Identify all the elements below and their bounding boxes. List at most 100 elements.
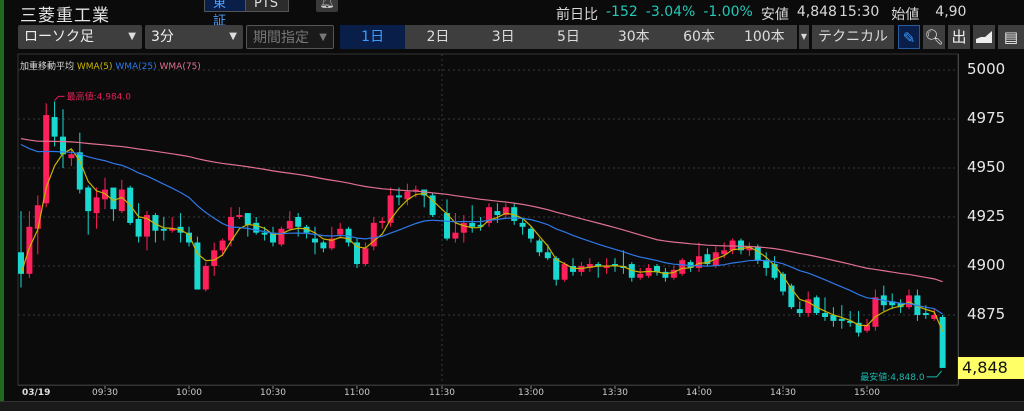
- legend-wma25[interactable]: WMA(25): [115, 62, 157, 72]
- zoom-icon[interactable]: 🔍︎: [923, 25, 945, 49]
- candle-body: [780, 273, 786, 292]
- output-icon[interactable]: 出: [948, 25, 970, 49]
- wma75-line: [20, 138, 943, 283]
- candle-body: [43, 115, 50, 204]
- candle-body: [452, 232, 459, 239]
- candle-body: [738, 240, 744, 251]
- wma25-line: [20, 143, 943, 315]
- candle-body: [922, 313, 929, 315]
- candle-body: [312, 238, 318, 243]
- candle-body: [396, 195, 402, 198]
- candle-body: [796, 309, 803, 314]
- save-icon[interactable]: ▤: [998, 25, 1024, 49]
- candle-body: [654, 266, 660, 272]
- candle-body: [34, 205, 41, 229]
- candle-body: [813, 297, 820, 314]
- range-2d[interactable]: 2日: [426, 29, 450, 45]
- low-value: 4,848: [796, 4, 837, 20]
- technical-button[interactable]: テクニカル: [812, 25, 894, 49]
- candle-body: [169, 228, 176, 231]
- stock-title: 三菱重工業: [20, 6, 110, 26]
- chart-type-select[interactable]: ローソク足 ▼: [18, 25, 142, 49]
- y-tick-label: 4875: [967, 305, 1006, 323]
- candle-body: [370, 222, 377, 247]
- candle-body: [18, 252, 24, 274]
- x-tick-label: 15:00: [854, 388, 880, 398]
- high-marker: [54, 95, 65, 101]
- candle-body: [26, 226, 33, 274]
- candle-body: [696, 256, 702, 268]
- range-60bars[interactable]: 60本: [683, 29, 715, 45]
- period-select[interactable]: 期間指定 ▼: [246, 25, 334, 49]
- candle-body: [429, 195, 436, 216]
- y-tick-label: 4950: [967, 158, 1006, 176]
- candle-body: [253, 222, 260, 233]
- candle-body: [637, 273, 644, 278]
- candle-body: [822, 313, 828, 317]
- candle-body: [721, 250, 728, 255]
- open-value: 4,90: [935, 4, 967, 20]
- candle-body: [889, 301, 896, 306]
- candle-body: [68, 154, 75, 159]
- bell-icon[interactable]: 🔔︎: [316, 0, 338, 12]
- open-label: 始値: [891, 7, 920, 23]
- candle-body: [763, 260, 770, 268]
- range-100bars[interactable]: 100本: [743, 29, 785, 45]
- candle-body: [354, 242, 360, 265]
- candle-body: [286, 220, 293, 229]
- pencil-icon[interactable]: ✎: [898, 25, 920, 49]
- candle-body: [118, 189, 125, 212]
- candle-body: [939, 316, 946, 368]
- candle-body: [864, 324, 870, 331]
- x-tick-label: 10:00: [176, 388, 202, 398]
- candle-body: [838, 318, 845, 321]
- candle-body: [847, 320, 854, 323]
- candle-body: [219, 240, 226, 251]
- candle-body: [771, 264, 778, 278]
- candle-body: [830, 315, 837, 321]
- candle-body: [477, 224, 484, 227]
- candle-body: [337, 228, 344, 235]
- x-tick-label: 11:30: [429, 388, 455, 398]
- candle-body: [202, 266, 209, 290]
- window-edge: [0, 0, 4, 411]
- candle-body: [51, 117, 58, 137]
- date-label: 03/19: [22, 388, 51, 398]
- candle-body: [421, 189, 428, 196]
- area-chart-icon[interactable]: [973, 25, 995, 49]
- range-more-dropdown[interactable]: ▼: [799, 25, 809, 49]
- low-label: 安値: [760, 7, 789, 23]
- legend-wma75[interactable]: WMA(75): [159, 62, 201, 72]
- range-1d[interactable]: 1日: [340, 25, 406, 49]
- price-axis[interactable]: 5000 4975 4950 4925 4900 4875: [958, 54, 1024, 385]
- candle-body: [278, 228, 285, 245]
- range-30bars[interactable]: 30本: [617, 29, 650, 45]
- tab-pts[interactable]: PTS: [245, 0, 289, 12]
- chevron-down-icon: ▼: [128, 31, 136, 42]
- time-axis: 03/19 09:30 10:00 10:30 11:00 11:30 13:00 13:3…: [18, 385, 958, 401]
- change-pct: -3.04%: [645, 4, 696, 20]
- y-tick-label: 4975: [967, 109, 1006, 127]
- candle-body: [102, 189, 108, 200]
- interval-select[interactable]: 3分 ▼: [145, 25, 243, 49]
- quote-summary: 前日比 -152 -3.04% -1.00% 安値 4,848 15:30 始値…: [556, 4, 966, 24]
- range-3d[interactable]: 3日: [491, 29, 515, 45]
- candle-body: [412, 189, 419, 192]
- candle-body: [536, 240, 543, 253]
- low-annotation: 最安値:4,848.0: [860, 371, 925, 383]
- candle-body: [502, 207, 509, 216]
- candle-body: [444, 213, 450, 239]
- candle-body: [788, 285, 795, 308]
- x-tick-label: 13:30: [602, 388, 628, 398]
- candle-body: [662, 271, 669, 278]
- candle-body: [679, 260, 686, 274]
- candle-body: [460, 222, 467, 233]
- candle-body: [404, 191, 411, 200]
- low-marker: [926, 370, 942, 378]
- range-5d[interactable]: 5日: [557, 29, 580, 45]
- legend-wma5[interactable]: WMA(5): [76, 62, 113, 72]
- candle-body: [144, 215, 150, 237]
- candle-body: [160, 228, 167, 231]
- candle-body: [469, 222, 476, 227]
